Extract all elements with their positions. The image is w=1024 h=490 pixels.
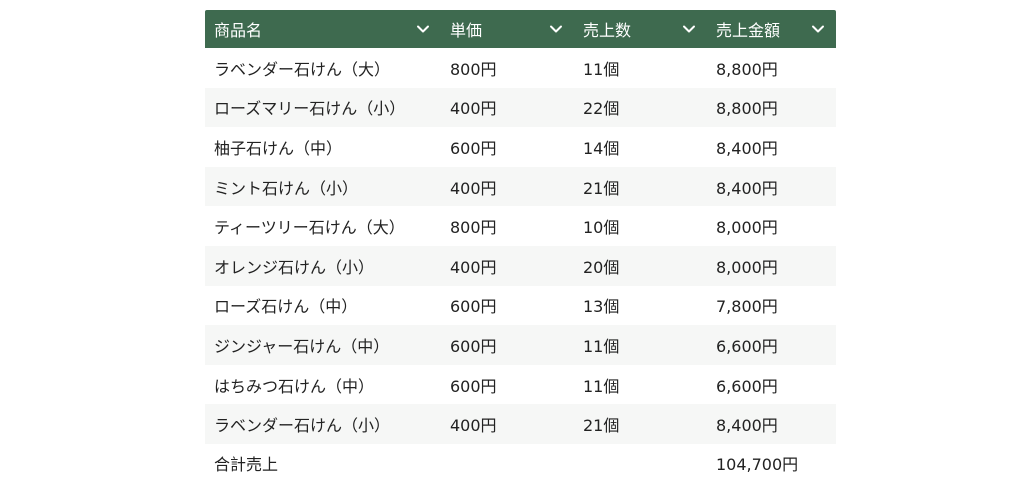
cell-product-name: はちみつ石けん（中） <box>205 364 441 405</box>
cell-product-name: ミント石けん（小） <box>205 166 441 207</box>
table-header: 商品名 単価 売上数 <box>205 10 836 48</box>
table-body: ラベンダー石けん（大） 800円 11個 8,800円 ローズマリー石けん（小）… <box>205 48 836 444</box>
cell-unit-price: 600円 <box>441 285 574 326</box>
total-row: 合計売上 104,700円 <box>205 443 836 483</box>
cell-unit-price: 400円 <box>441 166 574 207</box>
cell-sales-amount: 6,600円 <box>707 364 836 405</box>
cell-product-name: 柚子石けん（中） <box>205 127 441 167</box>
cell-quantity: 13個 <box>574 285 707 326</box>
cell-product-name: オレンジ石けん（小） <box>205 245 441 286</box>
cell-sales-amount: 7,800円 <box>707 285 836 326</box>
column-header-product-name[interactable]: 商品名 <box>205 10 441 48</box>
cell-unit-price: 400円 <box>441 87 574 128</box>
table-row: ジンジャー石けん（中） 600円 11個 6,600円 <box>205 325 836 365</box>
column-header-label: 商品名 <box>214 21 263 40</box>
total-sales-amount: 104,700円 <box>707 443 836 483</box>
cell-product-name: ティーツリー石けん（大） <box>205 206 441 246</box>
chevron-down-icon[interactable] <box>415 21 431 37</box>
cell-product-name: ラベンダー石けん（小） <box>205 404 441 444</box>
cell-quantity: 11個 <box>574 48 707 88</box>
cell-unit-price: 600円 <box>441 127 574 167</box>
cell-product-name: ローズマリー石けん（小） <box>205 87 441 128</box>
column-header-label: 売上金額 <box>716 21 781 40</box>
cell-quantity: 11個 <box>574 364 707 405</box>
column-header-quantity[interactable]: 売上数 <box>574 10 707 48</box>
header-row: 商品名 単価 売上数 <box>205 10 836 48</box>
column-header-unit-price[interactable]: 単価 <box>441 10 574 48</box>
cell-product-name: ローズ石けん（中） <box>205 285 441 326</box>
table-row: ラベンダー石けん（大） 800円 11個 8,800円 <box>205 48 836 88</box>
cell-quantity: 14個 <box>574 127 707 167</box>
chevron-down-icon[interactable] <box>548 21 564 37</box>
table-row: 柚子石けん（中） 600円 14個 8,400円 <box>205 127 836 167</box>
table-row: ローズ石けん（中） 600円 13個 7,800円 <box>205 285 836 326</box>
cell-sales-amount: 8,000円 <box>707 245 836 286</box>
chevron-down-icon[interactable] <box>681 21 697 37</box>
cell-unit-price: 600円 <box>441 364 574 405</box>
cell-quantity: 11個 <box>574 325 707 365</box>
column-header-label: 売上数 <box>583 21 632 40</box>
total-label: 合計売上 <box>205 443 441 483</box>
chevron-down-icon[interactable] <box>810 21 826 37</box>
cell-sales-amount: 6,600円 <box>707 325 836 365</box>
cell-product-name: ラベンダー石けん（大） <box>205 48 441 88</box>
cell-unit-price: 800円 <box>441 48 574 88</box>
cell-sales-amount: 8,800円 <box>707 48 836 88</box>
table-footer: 合計売上 104,700円 <box>205 443 836 483</box>
cell-sales-amount: 8,800円 <box>707 87 836 128</box>
table-row: はちみつ石けん（中） 600円 11個 6,600円 <box>205 364 836 405</box>
cell-unit-price: 400円 <box>441 404 574 444</box>
table-row: ミント石けん（小） 400円 21個 8,400円 <box>205 166 836 207</box>
cell-quantity: 10個 <box>574 206 707 246</box>
table-row: ティーツリー石けん（大） 800円 10個 8,000円 <box>205 206 836 246</box>
cell-sales-amount: 8,000円 <box>707 206 836 246</box>
cell-unit-price: 800円 <box>441 206 574 246</box>
sales-table: 商品名 単価 売上数 <box>205 10 836 483</box>
cell-quantity: 22個 <box>574 87 707 128</box>
cell-quantity: 21個 <box>574 404 707 444</box>
table-row: ラベンダー石けん（小） 400円 21個 8,400円 <box>205 404 836 444</box>
cell-sales-amount: 8,400円 <box>707 127 836 167</box>
total-empty-cell <box>574 443 707 483</box>
sales-table-container: 商品名 単価 売上数 <box>205 10 836 483</box>
table-row: オレンジ石けん（小） 400円 20個 8,000円 <box>205 245 836 286</box>
column-header-label: 単価 <box>450 21 483 40</box>
column-header-sales-amount[interactable]: 売上金額 <box>707 10 836 48</box>
cell-unit-price: 400円 <box>441 245 574 286</box>
cell-quantity: 21個 <box>574 166 707 207</box>
cell-product-name: ジンジャー石けん（中） <box>205 325 441 365</box>
cell-unit-price: 600円 <box>441 325 574 365</box>
cell-quantity: 20個 <box>574 245 707 286</box>
cell-sales-amount: 8,400円 <box>707 166 836 207</box>
cell-sales-amount: 8,400円 <box>707 404 836 444</box>
total-empty-cell <box>441 443 574 483</box>
table-row: ローズマリー石けん（小） 400円 22個 8,800円 <box>205 87 836 128</box>
